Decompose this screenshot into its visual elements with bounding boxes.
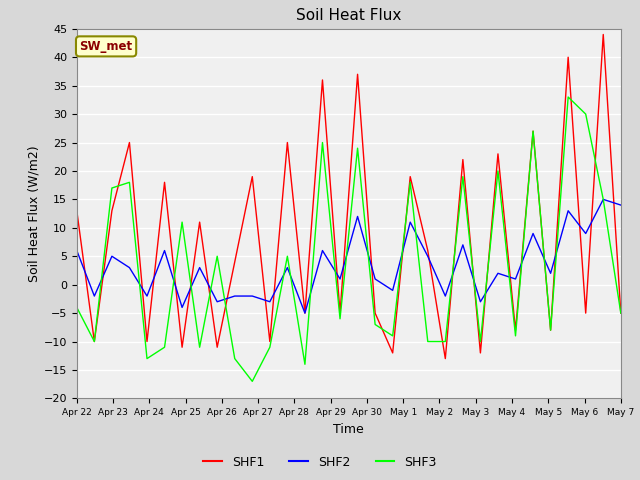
Text: SW_met: SW_met <box>79 40 132 53</box>
Legend: SHF1, SHF2, SHF3: SHF1, SHF2, SHF3 <box>198 451 442 474</box>
X-axis label: Time: Time <box>333 423 364 436</box>
Y-axis label: Soil Heat Flux (W/m2): Soil Heat Flux (W/m2) <box>28 145 41 282</box>
Title: Soil Heat Flux: Soil Heat Flux <box>296 9 401 24</box>
